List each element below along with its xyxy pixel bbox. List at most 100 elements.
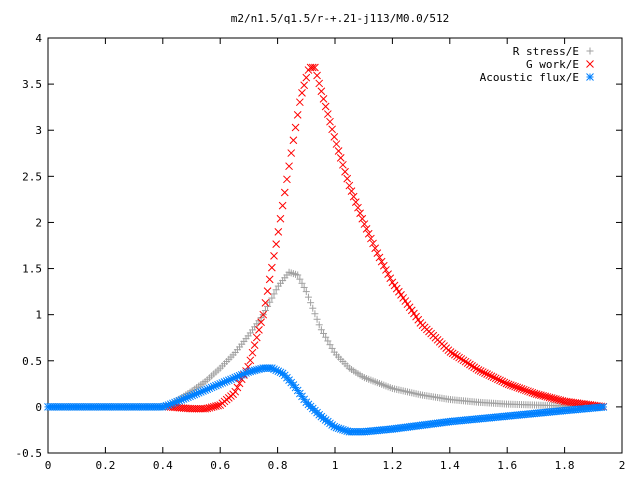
data-point: [313, 315, 321, 323]
data-point: [250, 341, 259, 349]
data-point: [549, 394, 558, 403]
data-point: [268, 263, 276, 272]
data-point: [339, 160, 347, 169]
data-point: [308, 63, 317, 72]
data-point: [311, 63, 319, 72]
data-point: [252, 333, 261, 342]
data-point: [332, 140, 341, 148]
data-point: [294, 271, 302, 279]
data-point: [351, 198, 360, 207]
data-point: [302, 288, 310, 296]
y-tick-label: 0: [35, 401, 42, 414]
x-tick-label: 1.8: [555, 459, 575, 472]
data-point: [526, 388, 535, 396]
data-point: [261, 299, 270, 307]
x-tick-label: 1.2: [382, 459, 402, 472]
y-tick-label: 2.5: [22, 170, 42, 183]
legend-marker: [586, 60, 594, 68]
data-point: [214, 401, 222, 410]
data-point: [345, 181, 354, 190]
data-point: [293, 110, 302, 119]
data-point: [233, 383, 242, 392]
data-point: [532, 390, 541, 399]
data-point: [298, 89, 306, 97]
x-tick-label: 0.8: [268, 459, 288, 472]
data-point: [209, 402, 218, 411]
data-point: [300, 81, 309, 90]
data-point: [511, 382, 519, 391]
data-point: [207, 403, 216, 412]
y-tick-label: 4: [35, 32, 42, 45]
data-point: [311, 310, 319, 318]
data-point: [362, 225, 371, 233]
x-tick-label: 0.6: [210, 459, 230, 472]
x-tick-label: 2: [619, 459, 626, 472]
data-point: [530, 389, 539, 398]
data-point: [248, 348, 257, 357]
x-tick-label: 1.6: [497, 459, 517, 472]
data-point: [313, 71, 321, 80]
data-point: [291, 123, 300, 132]
data-point: [500, 378, 509, 387]
data-point: [330, 133, 339, 141]
data-point: [298, 279, 306, 287]
data-point: [481, 369, 489, 377]
data-point: [205, 403, 214, 412]
data-point: [272, 240, 281, 248]
data-point: [319, 95, 328, 103]
axis-ticks: 0 0.2 0.4 0.6 0.8 1 1.2 1.4 1.6 1.8 2-0.500.511.52…: [16, 32, 626, 472]
data-point: [304, 293, 312, 301]
data-point: [461, 357, 470, 366]
series-layer: [44, 63, 608, 436]
legend-marker: [586, 73, 594, 81]
data-point: [472, 364, 481, 373]
data-point: [379, 261, 388, 270]
data-point: [360, 220, 369, 228]
x-tick-label: 1: [332, 459, 339, 472]
data-point: [498, 377, 507, 386]
data-point: [231, 387, 240, 396]
data-point: [502, 379, 511, 388]
data-point: [367, 234, 375, 243]
data-point: [278, 201, 287, 210]
data-point: [476, 367, 485, 375]
data-point: [386, 274, 395, 283]
data-point: [347, 187, 356, 195]
data-point: [212, 402, 220, 411]
data-point: [545, 393, 554, 402]
data-point: [270, 252, 278, 260]
series-cross: [164, 63, 608, 413]
data-point: [496, 376, 504, 385]
data-point: [537, 391, 545, 400]
data-point: [323, 110, 332, 118]
data-point: [203, 404, 212, 413]
data-point: [489, 373, 498, 382]
legend-marker: [586, 47, 594, 55]
y-tick-label: 2: [35, 216, 42, 229]
y-tick-label: 0.5: [22, 355, 42, 368]
y-tick-label: -0.5: [16, 447, 43, 460]
data-point: [235, 379, 244, 388]
data-point: [522, 386, 530, 395]
data-point: [448, 349, 457, 358]
data-point: [382, 266, 390, 274]
data-point: [459, 356, 468, 365]
data-point: [322, 333, 330, 341]
data-point: [515, 384, 524, 392]
data-point: [343, 174, 352, 183]
y-tick-label: 3: [35, 124, 42, 137]
y-tick-label: 1.5: [22, 263, 42, 276]
data-point: [453, 352, 461, 361]
data-point: [541, 392, 550, 401]
data-point: [309, 304, 317, 312]
data-point: [552, 395, 560, 403]
data-point: [457, 355, 466, 363]
data-point: [257, 318, 265, 327]
data-point: [264, 302, 272, 310]
data-point: [463, 359, 472, 367]
data-point: [534, 390, 543, 399]
data-point: [485, 371, 494, 380]
x-tick-label: 1.4: [440, 459, 460, 472]
x-tick-label: 0.4: [153, 459, 173, 472]
